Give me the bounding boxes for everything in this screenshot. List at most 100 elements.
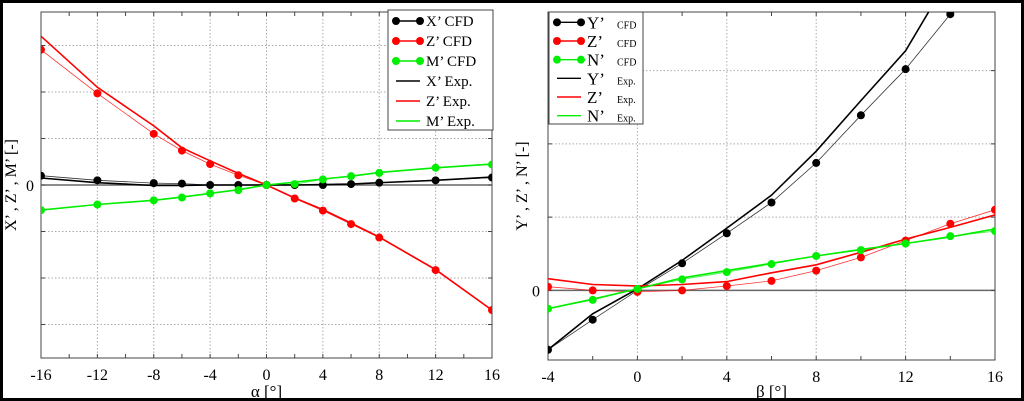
data-point [318,181,327,189]
data-point [588,315,597,324]
data-point [722,268,731,277]
legend-marker [416,37,424,45]
legend-marker [553,18,561,27]
data-point [41,206,45,215]
x-axis-label: α [°] [251,382,282,401]
series-group [548,12,995,354]
legend-box [387,9,494,131]
data-point [375,168,384,177]
data-point [375,233,384,242]
data-point [149,179,158,188]
data-point [318,206,327,215]
legend-tag: CFD [617,20,636,31]
legend: X’ CFD Z’ CFD M’ CFD X’ Exp. Z’ Exp. M’ Exp. [387,9,494,131]
legend-marker [392,57,400,65]
data-point [290,180,299,189]
legend-marker [553,55,561,64]
x-tick-label: 12 [428,367,444,384]
data-point [93,200,102,209]
legend-tag: CFD [617,58,636,69]
legend-marker [577,18,585,27]
data-point [234,171,243,180]
data-point [177,193,186,202]
y-axis-label: X’ , Z’ , M’ [-] [3,139,20,231]
data-point [347,172,356,181]
x-tick-label: 16 [987,369,1003,386]
legend-label: X’ CFD [426,14,474,30]
data-point [722,229,731,238]
data-point [722,282,731,291]
legend-label: X’ Exp. [426,74,472,90]
legend-marker [553,37,561,45]
legend-label: Z’ Exp. [426,94,471,110]
data-point [431,266,440,275]
data-point [347,180,356,189]
legend-label: Z’ CFD [426,34,472,50]
legend-tag: Exp. [617,76,636,87]
x-tick-label: 4 [319,367,327,384]
data-point [41,171,45,180]
data-point [991,227,995,236]
x-tick-label: -4 [203,367,216,384]
x-tick-label: 0 [633,369,641,386]
legend-marker [392,17,400,25]
y-tick-label: 0 [532,283,540,300]
legend-box [548,11,644,125]
legend-label: M’ Exp. [426,114,475,130]
data-point [290,194,299,203]
data-point [588,295,597,304]
data-point [206,189,215,198]
data-point [856,111,865,120]
x-tick-label: 4 [723,369,731,386]
data-point [946,232,955,241]
data-point [488,306,492,315]
legend-label: Z’ [587,32,603,51]
x-tick-label: 8 [375,367,383,384]
data-point [548,304,552,313]
data-point [901,65,910,74]
data-point [767,260,776,269]
x-tick-label: 0 [263,367,271,384]
legend-label: Z’ [587,88,603,107]
data-point [812,158,821,167]
data-point [318,175,327,184]
legend-label: Y’ [587,69,605,88]
legend-marker [416,17,424,25]
data-point [678,286,687,295]
legend-tag: Exp. [617,95,636,106]
x-tick-label: -16 [30,367,51,384]
data-point [347,220,356,229]
data-point [588,286,597,295]
legend-label: Y’ [587,13,605,32]
x-tick-label: -4 [541,369,554,386]
chart-beta: -4 0 4 8 12 16 0 β [°] Y’ , Z’ , N’ [-] Y’ CFD Z’ CF… [514,11,1003,401]
legend: Y’ CFD Z’ CFD N’ CFD Y’ Exp. Z’ Exp. N’ Exp. [548,11,644,126]
data-point [856,253,865,262]
legend-label: N’ [587,107,605,126]
legend-marker [577,37,585,45]
data-point [41,45,45,54]
data-point [488,173,492,182]
data-point [633,284,642,293]
data-point [488,160,492,169]
y-axis-label: Y’ , Z’ , N’ [-] [514,141,531,230]
data-point [548,345,552,354]
data-point [93,89,102,98]
data-point [991,205,995,214]
x-tick-label: 12 [898,369,914,386]
legend-marker [577,55,585,64]
series-line-yexp [548,12,930,351]
x-axis-label: β [°] [756,382,787,401]
data-point [548,282,552,291]
y-tick-label: 0 [26,178,34,195]
series-group [41,35,492,315]
data-point [262,181,271,189]
data-point [946,219,955,228]
data-point [856,246,865,255]
series-line-ycfd [548,13,951,351]
x-tick-label: 16 [484,367,500,384]
data-point [901,239,910,248]
data-point [767,276,776,285]
